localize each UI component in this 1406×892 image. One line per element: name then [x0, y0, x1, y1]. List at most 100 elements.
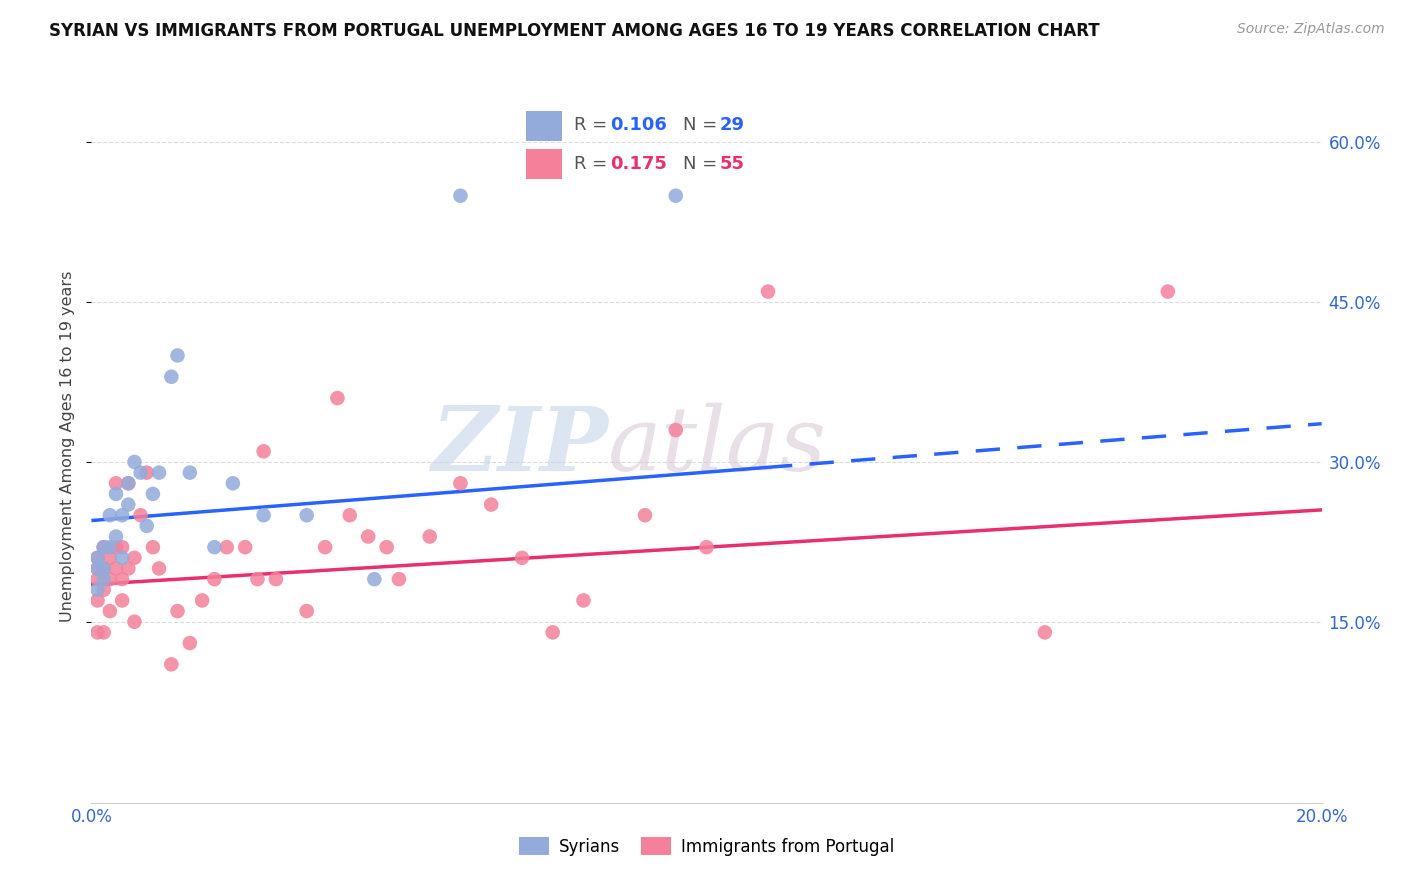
Point	[111, 550, 134, 565]
Point	[105, 476, 127, 491]
Point	[756, 285, 779, 299]
Point	[98, 508, 121, 523]
Text: R =: R =	[574, 155, 613, 173]
Point	[86, 550, 108, 565]
Y-axis label: Unemployment Among Ages 16 to 19 years: Unemployment Among Ages 16 to 19 years	[60, 270, 76, 622]
Point	[339, 508, 361, 523]
Point	[1033, 625, 1056, 640]
Point	[129, 466, 152, 480]
Point	[93, 561, 115, 575]
Point	[326, 391, 349, 405]
Text: atlas: atlas	[607, 402, 827, 490]
Point	[222, 476, 245, 491]
Point	[179, 636, 201, 650]
Point	[363, 572, 385, 586]
Text: ZIP: ZIP	[432, 403, 607, 489]
Point	[98, 540, 121, 554]
Point	[98, 604, 121, 618]
Point	[253, 508, 276, 523]
Text: 0.106: 0.106	[610, 117, 666, 135]
Point	[160, 369, 183, 384]
Point	[111, 508, 134, 523]
Text: R =: R =	[574, 117, 613, 135]
Point	[124, 550, 146, 565]
Point	[202, 540, 225, 554]
Point	[179, 466, 201, 480]
Point	[202, 572, 225, 586]
Point	[191, 593, 214, 607]
Point	[135, 519, 157, 533]
Point	[1157, 285, 1180, 299]
Point	[93, 561, 115, 575]
Text: 0.175: 0.175	[610, 155, 666, 173]
Point	[86, 550, 108, 565]
Point	[665, 188, 688, 202]
Point	[129, 508, 152, 523]
Point	[86, 561, 108, 575]
Text: 55: 55	[720, 155, 745, 173]
Point	[253, 444, 276, 458]
Point	[105, 540, 127, 554]
Point	[124, 615, 146, 629]
Point	[295, 508, 318, 523]
Point	[314, 540, 336, 554]
Point	[93, 540, 115, 554]
Point	[86, 625, 108, 640]
Point	[572, 593, 595, 607]
Point	[117, 498, 139, 512]
Bar	[526, 149, 562, 178]
Point	[148, 466, 170, 480]
Point	[86, 561, 108, 575]
Point	[449, 188, 471, 202]
Point	[117, 476, 139, 491]
Text: Source: ZipAtlas.com: Source: ZipAtlas.com	[1237, 22, 1385, 37]
Point	[86, 593, 108, 607]
Point	[142, 487, 165, 501]
Point	[98, 550, 121, 565]
Point	[449, 476, 471, 491]
Point	[111, 540, 134, 554]
Point	[160, 657, 183, 672]
Point	[124, 455, 146, 469]
Point	[148, 561, 170, 575]
Point	[388, 572, 411, 586]
Point	[98, 572, 121, 586]
Point	[86, 582, 108, 597]
Point	[86, 572, 108, 586]
Point	[295, 604, 318, 618]
Point	[142, 540, 165, 554]
Point	[510, 550, 533, 565]
Point	[105, 529, 127, 543]
Text: N =: N =	[683, 155, 723, 173]
Point	[215, 540, 238, 554]
Point	[117, 561, 139, 575]
Point	[264, 572, 287, 586]
Bar	[526, 111, 562, 141]
Point	[166, 604, 188, 618]
Point	[634, 508, 657, 523]
Point	[105, 487, 127, 501]
Point	[541, 625, 564, 640]
Point	[111, 593, 134, 607]
Point	[479, 498, 502, 512]
Text: N =: N =	[683, 117, 723, 135]
Point	[246, 572, 269, 586]
Point	[375, 540, 398, 554]
Point	[135, 466, 157, 480]
Point	[93, 582, 115, 597]
Point	[419, 529, 441, 543]
Point	[93, 540, 115, 554]
Point	[233, 540, 256, 554]
Point	[357, 529, 380, 543]
Text: 29: 29	[720, 117, 745, 135]
Point	[665, 423, 688, 437]
Point	[166, 349, 188, 363]
Point	[696, 540, 718, 554]
Point	[93, 572, 115, 586]
Text: SYRIAN VS IMMIGRANTS FROM PORTUGAL UNEMPLOYMENT AMONG AGES 16 TO 19 YEARS CORREL: SYRIAN VS IMMIGRANTS FROM PORTUGAL UNEMP…	[49, 22, 1099, 40]
Legend: Syrians, Immigrants from Portugal: Syrians, Immigrants from Portugal	[513, 830, 900, 863]
Point	[111, 572, 134, 586]
Point	[117, 476, 139, 491]
Point	[93, 625, 115, 640]
Point	[105, 561, 127, 575]
